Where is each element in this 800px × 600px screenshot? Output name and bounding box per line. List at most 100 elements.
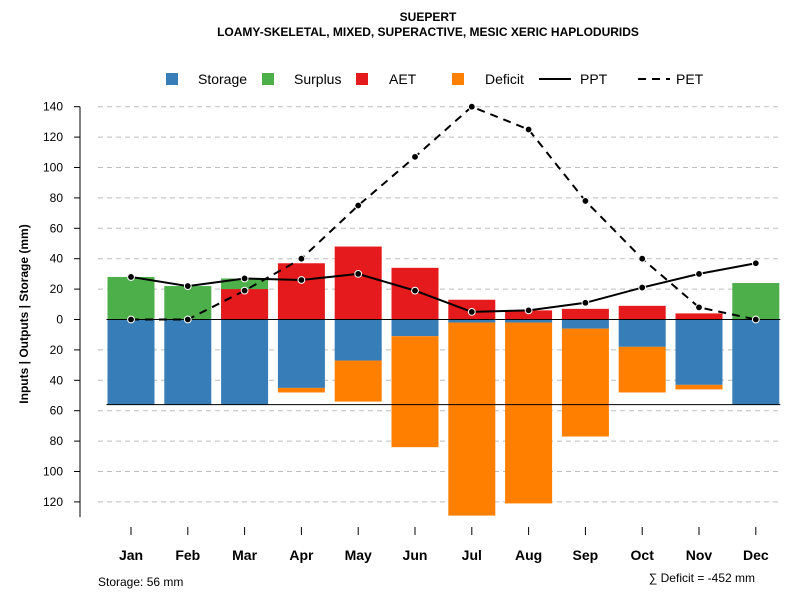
- bar-deficit: [277, 387, 325, 393]
- ppt-point: [127, 273, 135, 281]
- chart-title: SUEPERT: [400, 10, 457, 24]
- legend-label-pet: PET: [676, 71, 704, 87]
- bar-deficit: [561, 328, 609, 437]
- x-tick-label: Oct: [631, 547, 655, 563]
- bar-storage: [675, 319, 723, 385]
- ppt-point: [524, 306, 533, 315]
- pet-point: [411, 152, 419, 161]
- pet-point: [467, 102, 476, 111]
- x-tick-label: May: [345, 547, 372, 563]
- bar-surplus: [732, 283, 780, 320]
- pet-point: [581, 197, 590, 205]
- x-tick-label: Apr: [289, 547, 314, 563]
- y-tick-label: 120: [43, 130, 63, 144]
- pet-point: [751, 315, 760, 324]
- x-tick-label: Sep: [573, 547, 599, 563]
- y-tick-label: 40: [50, 252, 64, 266]
- bar-aet: [618, 305, 666, 320]
- bar-storage: [221, 319, 269, 405]
- bar-aet: [505, 310, 553, 320]
- y-tick-label: 60: [50, 404, 64, 418]
- axes: 0 20 40 60 80 100 120 140 20 40 60 80 100 120 Jan Feb Ma…: [43, 100, 769, 563]
- ppt-point: [183, 282, 192, 290]
- legend-label-deficit: Deficit: [485, 71, 524, 87]
- y-tick-label: 100: [43, 161, 63, 175]
- ppt-point: [411, 286, 419, 295]
- pet-point: [638, 254, 647, 263]
- y-tick-label: 140: [43, 100, 63, 114]
- pet-point: [240, 286, 249, 295]
- y-tick-label: 80: [50, 434, 64, 448]
- storage-footer: Storage: 56 mm: [98, 575, 183, 589]
- ppt-point: [467, 308, 476, 316]
- bar-storage: [732, 319, 780, 405]
- legend-label-surplus: Surplus: [294, 71, 341, 87]
- bar-surplus: [164, 286, 212, 320]
- x-tick-label: Feb: [175, 547, 200, 563]
- bars: [107, 246, 780, 516]
- y-tick-label: 120: [43, 495, 63, 509]
- y-tick-label: 100: [43, 465, 63, 479]
- bar-aet: [675, 313, 723, 320]
- legend-label-ppt: PPT: [580, 71, 608, 87]
- x-tick-label: Dec: [743, 547, 769, 563]
- bar-deficit: [675, 384, 723, 390]
- legend: Storage Surplus AET Deficit PPT PET: [166, 71, 704, 87]
- legend-swatch-surplus: [262, 73, 274, 85]
- bar-deficit: [391, 336, 439, 448]
- pet-point: [297, 254, 306, 263]
- y-tick-label: 20: [50, 282, 64, 296]
- ppt-point: [354, 270, 363, 278]
- pet-point: [127, 315, 135, 324]
- legend-swatch-aet: [356, 73, 368, 85]
- y-tick-label: 40: [50, 373, 64, 387]
- bar-storage: [164, 319, 212, 405]
- bar-aet: [277, 263, 325, 320]
- ppt-point: [751, 259, 760, 268]
- deficit-total-footer: ∑ Deficit = -452 mm: [649, 571, 755, 585]
- y-tick-label: 80: [50, 191, 64, 205]
- ppt-line: [130, 262, 756, 313]
- bar-surplus: [107, 276, 155, 320]
- bar-deficit: [448, 322, 496, 516]
- x-tick-label: Aug: [515, 547, 542, 563]
- legend-label-storage: Storage: [198, 71, 247, 87]
- bar-storage: [277, 319, 325, 388]
- chart-subtitle: LOAMY-SKELETAL, MIXED, SUPERACTIVE, MESI…: [217, 25, 639, 39]
- reference-lines: [106, 319, 781, 406]
- ppt-point: [581, 298, 590, 307]
- x-tick-label: Jun: [403, 547, 428, 563]
- bar-storage: [334, 319, 382, 361]
- pet-point: [524, 125, 533, 134]
- y-tick-label: 0: [56, 313, 63, 327]
- legend-swatch-deficit: [452, 73, 464, 85]
- bar-deficit: [618, 346, 666, 393]
- bar-aet: [561, 308, 609, 320]
- ppt-point: [638, 283, 647, 292]
- bar-storage: [505, 319, 553, 323]
- pet-point: [183, 315, 192, 324]
- x-tick-label: Nov: [686, 547, 713, 563]
- pet-point: [695, 303, 703, 312]
- ppt-point: [240, 274, 249, 283]
- y-axis-label: Inputs | Outputs | Storage (mm): [17, 224, 31, 403]
- bar-aet: [334, 246, 382, 320]
- ppt-point: [297, 276, 306, 284]
- y-tick-label: 20: [50, 343, 64, 357]
- pet-line: [131, 105, 757, 321]
- bar-storage: [561, 319, 609, 329]
- x-tick-label: Jul: [462, 547, 482, 563]
- bar-storage: [448, 319, 496, 323]
- ppt-point: [695, 270, 703, 278]
- y-tick-label: 60: [50, 221, 64, 235]
- pet-point: [354, 201, 363, 210]
- legend-label-aet: AET: [389, 71, 417, 87]
- x-tick-label: Mar: [232, 547, 257, 563]
- x-tick-label: Jan: [119, 547, 143, 563]
- bar-storage: [107, 319, 155, 405]
- bar-deficit: [334, 360, 382, 402]
- legend-swatch-storage: [166, 73, 178, 85]
- bar-storage: [391, 319, 439, 337]
- series-lines: [127, 102, 760, 324]
